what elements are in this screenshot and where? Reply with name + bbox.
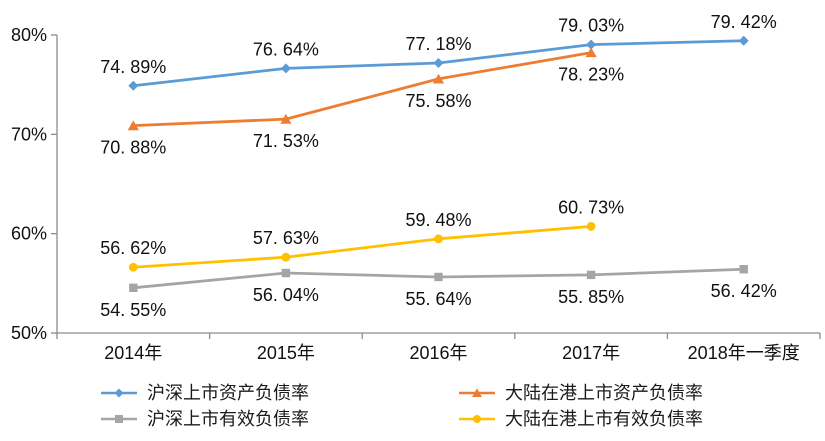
svg-text:60. 73%: 60. 73% <box>558 197 624 217</box>
series-2-data-labels: 54. 55% 56. 04% 55. 64% 55. 85% 56. 42% <box>100 281 776 320</box>
axes <box>51 34 821 339</box>
legend-item-series-2: 沪深上市有效负债率 <box>100 408 309 430</box>
legend-label: 沪深上市资产负债率 <box>147 383 309 403</box>
svg-text:55. 85%: 55. 85% <box>558 287 624 307</box>
svg-text:2015年: 2015年 <box>257 343 315 363</box>
svg-text:79. 42%: 79. 42% <box>711 12 777 32</box>
svg-text:2014年: 2014年 <box>104 343 162 363</box>
svg-text:75. 58%: 75. 58% <box>405 91 471 111</box>
legend-item-series-0: 沪深上市资产负债率 <box>100 382 309 404</box>
svg-text:74. 89%: 74. 89% <box>100 57 166 77</box>
series-1: 70. 88% 71. 53% 75. 58% 78. 23% <box>100 47 624 158</box>
svg-text:60%: 60% <box>11 224 47 244</box>
svg-text:70%: 70% <box>11 124 47 144</box>
legend-item-series-1: 大陆在港上市资产负债率 <box>458 382 703 404</box>
svg-text:56. 04%: 56. 04% <box>253 285 319 305</box>
legend-swatch-diamond-icon <box>101 388 137 398</box>
svg-text:70. 88%: 70. 88% <box>100 138 166 158</box>
legend-item-series-3: 大陆在港上市有效负债率 <box>458 408 703 430</box>
svg-text:2017年: 2017年 <box>562 343 620 363</box>
series-0-markers <box>128 35 749 91</box>
series-2: 54. 55% 56. 04% 55. 64% 55. 85% 56. 42% <box>100 265 777 320</box>
svg-text:78. 23%: 78. 23% <box>558 65 624 85</box>
legend-swatch-triangle-icon <box>459 388 495 397</box>
series-0-data-labels: 74. 89% 76. 64% 77. 18% 79. 03% 79. 42% <box>100 12 776 77</box>
series-0: 74. 89% 76. 64% 77. 18% 79. 03% 79. 42% <box>100 12 777 91</box>
svg-text:59. 48%: 59. 48% <box>405 210 471 230</box>
series-1-data-labels: 70. 88% 71. 53% 75. 58% 78. 23% <box>100 65 624 158</box>
svg-text:79. 03%: 79. 03% <box>558 16 624 36</box>
svg-text:50%: 50% <box>11 323 47 343</box>
svg-text:2016年: 2016年 <box>409 343 467 363</box>
svg-text:77. 18%: 77. 18% <box>405 34 471 54</box>
svg-text:56. 42%: 56. 42% <box>711 281 777 301</box>
x-axis-tick-labels: 2014年 2015年 2016年 2017年 2018年一季度 <box>104 343 799 363</box>
legend-label: 沪深上市有效负债率 <box>147 409 309 429</box>
series-2-markers <box>129 265 748 293</box>
svg-text:54. 55%: 54. 55% <box>100 300 166 320</box>
series-1-markers <box>127 47 597 131</box>
series-3: 56. 62% 57. 63% 59. 48% 60. 73% <box>100 197 624 272</box>
svg-text:55. 64%: 55. 64% <box>405 289 471 309</box>
svg-text:71. 53%: 71. 53% <box>253 131 319 151</box>
legend-label: 大陆在港上市有效负债率 <box>505 409 703 429</box>
svg-text:2018年一季度: 2018年一季度 <box>688 343 800 363</box>
legend-label: 大陆在港上市资产负债率 <box>505 383 703 403</box>
svg-text:76. 64%: 76. 64% <box>253 39 319 59</box>
series-3-data-labels: 56. 62% 57. 63% 59. 48% 60. 73% <box>100 197 624 258</box>
svg-text:56. 62%: 56. 62% <box>100 238 166 258</box>
y-axis-tick-labels: 80% 70% 60% 50% <box>11 25 47 343</box>
legend-swatch-circle-icon <box>459 415 495 423</box>
svg-text:57. 63%: 57. 63% <box>253 228 319 248</box>
svg-text:80%: 80% <box>11 25 47 45</box>
series-3-markers <box>128 222 596 272</box>
legend-swatch-square-icon <box>101 415 137 423</box>
